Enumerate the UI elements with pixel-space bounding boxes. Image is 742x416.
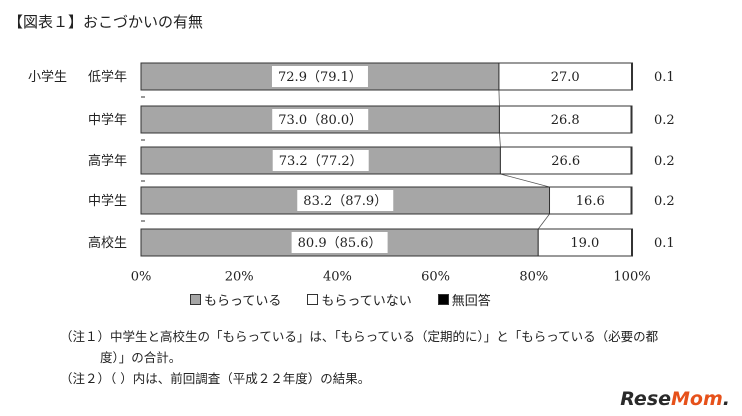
legend-swatch-received (190, 294, 201, 305)
data-label-not-received: 16.6 (576, 194, 605, 209)
data-label-no-answer: 0.1 (654, 236, 675, 251)
data-label-received: 73.0（80.0） (278, 113, 362, 128)
chart-legend: もらっている もらっていない 無回答 (190, 290, 491, 309)
footnotes: （注１）中学生と高校生の「もらっている」は、「もらっている（定期的に）」と「もら… (60, 326, 720, 389)
connector-line (537, 213, 550, 230)
bar-not-received (549, 186, 632, 215)
data-label-bg (297, 190, 394, 211)
data-label-bg (272, 109, 369, 130)
chart-title: 【図表１】おこづかいの有無 (8, 13, 204, 31)
x-tick-label: 0% (131, 270, 152, 285)
data-label-no-answer: 0.2 (654, 194, 675, 209)
category-label: 中学生 (88, 193, 127, 209)
connector-line (499, 132, 501, 148)
data-label-received: 72.9（79.1） (278, 70, 362, 85)
legend-item-no-answer: 無回答 (437, 290, 491, 309)
bar-no-answer (630, 105, 633, 134)
legend-swatch-no-answer (437, 294, 449, 305)
data-label-no-answer: 0.2 (654, 113, 675, 128)
data-label-bg (291, 232, 388, 253)
data-label-not-received: 26.6 (551, 154, 580, 169)
stacked-bar-chart: 72.9（79.1） 27.0 0.1 低学年 73.0（80.0） 26.8 0.2 中学年… (28, 62, 675, 285)
category-label: 中学年 (88, 112, 127, 128)
legend-label-not-received: もらっていない (321, 294, 412, 309)
data-label-bg (271, 66, 368, 87)
group-label-elementary: 小学生 (28, 69, 67, 85)
bar-not-received (499, 146, 632, 175)
category-label: 高学年 (88, 153, 127, 169)
legend-item-received: もらっている (190, 290, 281, 309)
bar-not-received (537, 228, 633, 257)
category-label: 高校生 (88, 235, 127, 251)
connector-line (500, 173, 550, 188)
bar-no-answer (631, 228, 634, 257)
bar-no-answer (631, 62, 634, 91)
data-label-not-received: 19.0 (570, 236, 599, 251)
x-tick-label: 100% (613, 270, 650, 285)
data-label-received: 83.2（87.9） (303, 194, 387, 209)
resemom-logo: ReseMom. (620, 388, 730, 410)
x-tick-label: 40% (323, 270, 352, 285)
bar-no-answer (630, 146, 633, 175)
footnote-1: （注１）中学生と高校生の「もらっている」は、「もらっている（定期的に）」と「もら… (60, 329, 659, 344)
legend-label-received: もらっている (204, 294, 282, 309)
data-label-bg (272, 150, 369, 171)
data-label-not-received: 27.0 (551, 70, 580, 85)
x-tick-label: 60% (421, 270, 450, 285)
data-label-no-answer: 0.1 (654, 70, 675, 85)
bar-no-answer (630, 186, 633, 215)
bar-not-received (498, 105, 632, 134)
legend-label-no-answer: 無回答 (451, 294, 491, 309)
footnote-2: （注２）（ ）内は、前回調査（平成２２年度）の結果。 (60, 371, 371, 386)
legend-item-not-received: もらっていない (307, 290, 412, 309)
legend-swatch-not-received (307, 294, 319, 305)
data-label-received: 73.2（77.2） (279, 154, 363, 169)
data-label-no-answer: 0.2 (654, 154, 675, 169)
data-label-not-received: 26.8 (551, 113, 580, 128)
x-tick-label: 80% (519, 270, 548, 285)
data-label-received: 80.9（85.6） (298, 236, 382, 251)
category-label: 低学年 (88, 69, 127, 85)
footnote-1-continued: 度）」の合計。 (100, 350, 182, 365)
x-tick-label: 20% (225, 270, 254, 285)
